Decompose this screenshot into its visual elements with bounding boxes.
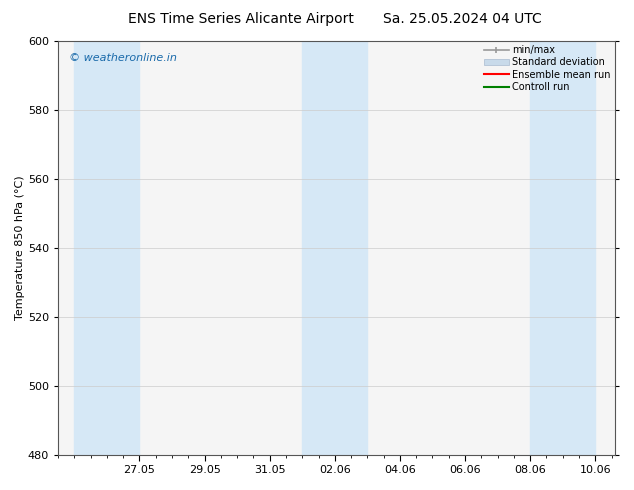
Text: Sa. 25.05.2024 04 UTC: Sa. 25.05.2024 04 UTC bbox=[384, 12, 542, 26]
Text: © weatheronline.in: © weatheronline.in bbox=[69, 53, 177, 64]
Y-axis label: Temperature 850 hPa (°C): Temperature 850 hPa (°C) bbox=[15, 175, 25, 320]
Bar bbox=[530, 41, 595, 455]
Bar bbox=[74, 41, 139, 455]
Legend: min/max, Standard deviation, Ensemble mean run, Controll run: min/max, Standard deviation, Ensemble me… bbox=[482, 43, 613, 94]
Bar bbox=[302, 41, 367, 455]
Text: ENS Time Series Alicante Airport: ENS Time Series Alicante Airport bbox=[128, 12, 354, 26]
